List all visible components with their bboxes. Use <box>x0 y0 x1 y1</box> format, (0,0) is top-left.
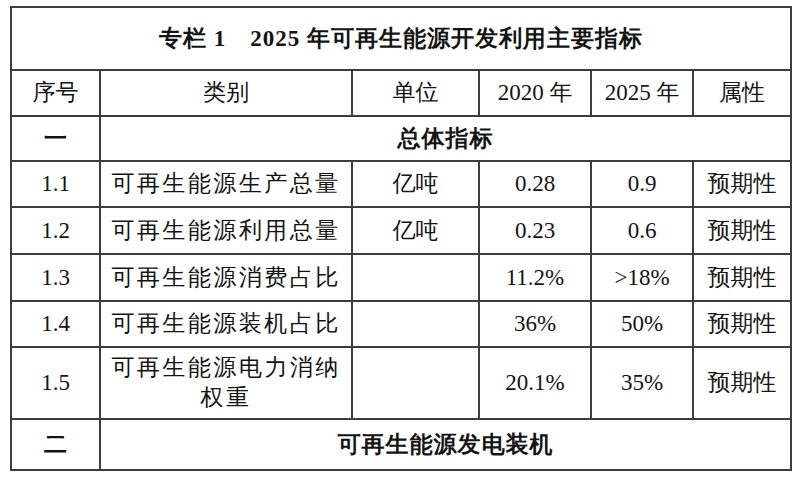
unit-cell <box>352 254 479 301</box>
section-label-cell: 总体指标 <box>100 116 791 161</box>
section-row: 一 总体指标 <box>11 116 791 161</box>
attribute-cell: 预期性 <box>693 347 791 419</box>
section-no-cell: 一 <box>11 116 100 161</box>
value-2025-cell: 0.9 <box>591 161 693 207</box>
index-cell: 1.4 <box>11 301 100 347</box>
value-2020-cell: 0.23 <box>479 207 591 254</box>
indicators-table: 专栏 1 2025 年可再生能源开发利用主要指标 序号 类别 单位 2020 年… <box>10 6 792 471</box>
table-title-row: 专栏 1 2025 年可再生能源开发利用主要指标 <box>11 7 791 70</box>
value-2020-cell: 11.2% <box>479 254 591 301</box>
table-row: 1.4 可再生能源装机占比 36% 50% 预期性 <box>11 301 791 347</box>
attribute-cell: 预期性 <box>693 254 791 301</box>
section-no-cell: 二 <box>11 419 100 470</box>
header-attribute: 属性 <box>693 70 791 116</box>
attribute-cell: 预期性 <box>693 301 791 347</box>
attribute-cell: 预期性 <box>693 207 791 254</box>
header-category: 类别 <box>100 70 352 116</box>
document-page: 专栏 1 2025 年可再生能源开发利用主要指标 序号 类别 单位 2020 年… <box>0 0 800 494</box>
index-cell: 1.2 <box>11 207 100 254</box>
index-cell: 1.1 <box>11 161 100 207</box>
section-row: 二 可再生能源发电装机 <box>11 419 791 470</box>
header-2020: 2020 年 <box>479 70 591 116</box>
value-2020-cell: 36% <box>479 301 591 347</box>
category-cell: 可再生能源利用总量 <box>100 207 352 254</box>
unit-cell: 亿吨 <box>352 207 479 254</box>
category-cell: 可再生能源装机占比 <box>100 301 352 347</box>
index-cell: 1.5 <box>11 347 100 419</box>
attribute-cell: 预期性 <box>693 161 791 207</box>
value-2020-cell: 0.28 <box>479 161 591 207</box>
index-cell: 1.3 <box>11 254 100 301</box>
value-2025-cell: >18% <box>591 254 693 301</box>
table-row: 1.5 可再生能源电力消纳 权重 20.1% 35% 预期性 <box>11 347 791 419</box>
table-header-row: 序号 类别 单位 2020 年 2025 年 属性 <box>11 70 791 116</box>
unit-cell <box>352 301 479 347</box>
table-row: 1.3 可再生能源消费占比 11.2% >18% 预期性 <box>11 254 791 301</box>
unit-cell: 亿吨 <box>352 161 479 207</box>
table-title: 专栏 1 2025 年可再生能源开发利用主要指标 <box>11 7 791 70</box>
value-2020-cell: 20.1% <box>479 347 591 419</box>
header-2025: 2025 年 <box>591 70 693 116</box>
category-cell: 可再生能源消费占比 <box>100 254 352 301</box>
unit-cell <box>352 347 479 419</box>
value-2025-cell: 35% <box>591 347 693 419</box>
table-row: 1.1 可再生能源生产总量 亿吨 0.28 0.9 预期性 <box>11 161 791 207</box>
value-2025-cell: 0.6 <box>591 207 693 254</box>
category-cell: 可再生能源生产总量 <box>100 161 352 207</box>
header-no: 序号 <box>11 70 100 116</box>
section-label-cell: 可再生能源发电装机 <box>100 419 791 470</box>
header-unit: 单位 <box>352 70 479 116</box>
value-2025-cell: 50% <box>591 301 693 347</box>
table-row: 1.2 可再生能源利用总量 亿吨 0.23 0.6 预期性 <box>11 207 791 254</box>
category-cell: 可再生能源电力消纳 权重 <box>100 347 352 419</box>
